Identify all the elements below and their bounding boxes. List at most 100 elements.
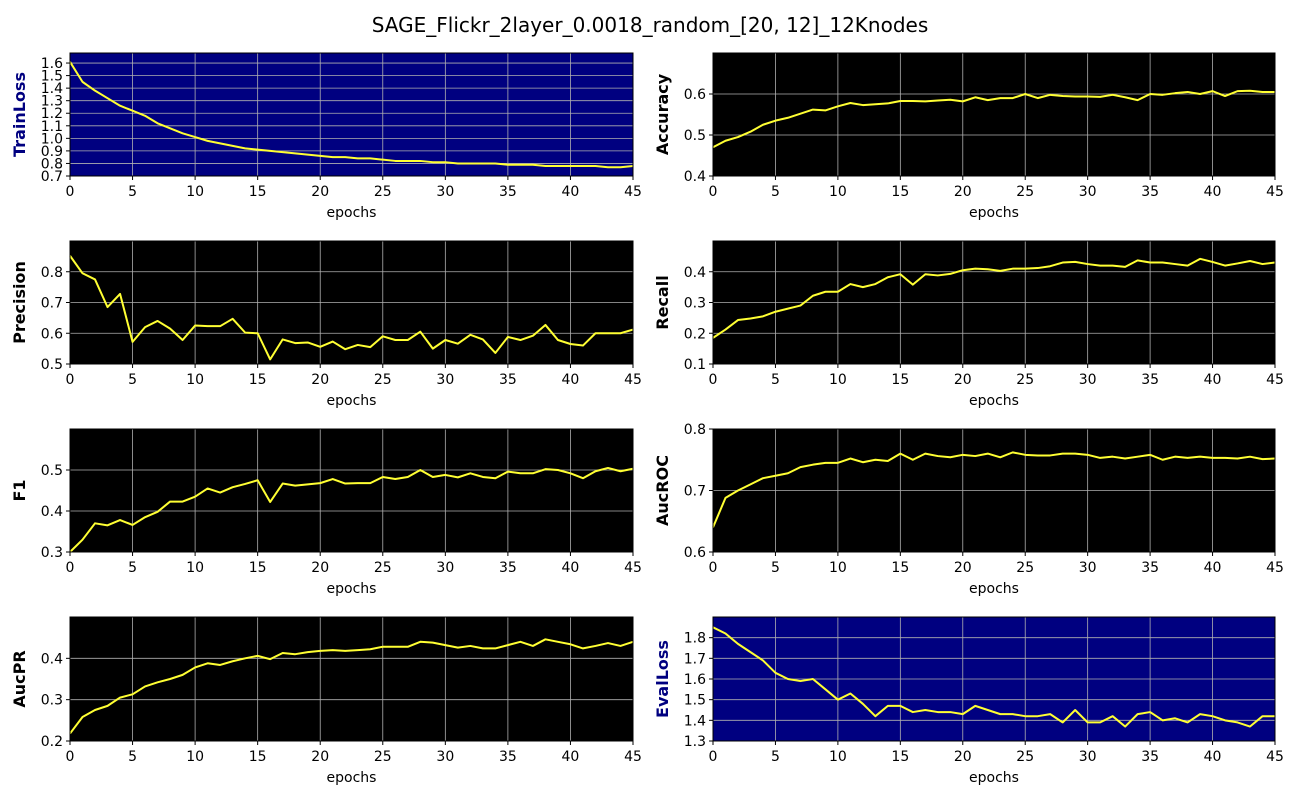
aucpr-xlabel: epochs bbox=[327, 770, 377, 786]
evalloss-xtick-label: 20 bbox=[954, 749, 972, 765]
accuracy-plot-area bbox=[713, 53, 1275, 176]
aucroc-xtick-label: 30 bbox=[1079, 560, 1097, 576]
subplot-aucpr: 0 5 10 15 20 25 30 35 40 45 0.2 0.3 0.4 epochs AucPR bbox=[10, 616, 642, 786]
accuracy-xtick-label: 0 bbox=[709, 184, 718, 200]
accuracy-xlabel: epochs bbox=[969, 205, 1019, 221]
aucroc-xtick-label: 5 bbox=[771, 560, 780, 576]
precision-ylabel: Precision bbox=[10, 261, 29, 344]
f1-ytick-label: 0.4 bbox=[41, 504, 63, 520]
f1-ylabel: F1 bbox=[10, 479, 29, 501]
aucroc-axes-frame bbox=[712, 428, 1276, 553]
evalloss-xtick-label: 35 bbox=[1141, 749, 1159, 765]
subplot-evalloss: 0 5 10 15 20 25 30 35 40 45 1.3 1.4 1.5 1.6 1.7 1.8 epoc… bbox=[653, 616, 1284, 786]
f1-xtick-label: 20 bbox=[311, 560, 329, 576]
recall-xtick-label: 40 bbox=[1204, 372, 1222, 388]
trainloss-xtick-label: 10 bbox=[186, 184, 204, 200]
aucroc-ytick-label: 0.8 bbox=[684, 422, 706, 438]
trainloss-xlabel: epochs bbox=[327, 205, 377, 221]
subplot-recall: 0 5 10 15 20 25 30 35 40 45 0.1 0.2 0.3 0.4 epochs Reca… bbox=[653, 240, 1284, 409]
accuracy-xtick-label: 20 bbox=[954, 184, 972, 200]
f1-xtick-label: 25 bbox=[374, 560, 392, 576]
aucpr-xtick-label: 25 bbox=[374, 749, 392, 765]
aucroc-xtick-label: 15 bbox=[891, 560, 909, 576]
trainloss-xtick-label: 25 bbox=[374, 184, 392, 200]
accuracy-xtick-label: 10 bbox=[829, 184, 847, 200]
trainloss-ytick-label: 0.9 bbox=[41, 144, 63, 160]
precision-xtick-label: 45 bbox=[624, 372, 642, 388]
aucpr-plot-area bbox=[70, 617, 633, 741]
precision-ytick-label: 0.5 bbox=[41, 357, 63, 373]
aucpr-ytick-label: 0.2 bbox=[41, 734, 63, 750]
aucroc-xlabel: epochs bbox=[969, 581, 1019, 597]
trainloss-xtick-label: 20 bbox=[311, 184, 329, 200]
aucroc-xtick-label: 20 bbox=[954, 560, 972, 576]
recall-xtick-label: 0 bbox=[709, 372, 718, 388]
f1-xtick-label: 45 bbox=[624, 560, 642, 576]
trainloss-plot-area bbox=[70, 53, 633, 176]
f1-xtick-label: 15 bbox=[249, 560, 267, 576]
aucpr-axes-frame bbox=[69, 616, 634, 742]
recall-xtick-label: 15 bbox=[891, 372, 909, 388]
accuracy-xtick-label: 45 bbox=[1266, 184, 1284, 200]
aucroc-series-line bbox=[712, 451, 1276, 528]
evalloss-ytick-label: 1.4 bbox=[684, 713, 706, 729]
recall-xtick-label: 25 bbox=[1016, 372, 1034, 388]
f1-ytick-label: 0.5 bbox=[41, 463, 63, 479]
f1-axes-frame bbox=[69, 428, 634, 553]
evalloss-xtick-label: 40 bbox=[1204, 749, 1222, 765]
accuracy-ylabel: Accuracy bbox=[653, 73, 672, 155]
accuracy-xtick-label: 40 bbox=[1204, 184, 1222, 200]
subplot-f1: 0 5 10 15 20 25 30 35 40 45 0.3 0.4 0.5 epochs F1 bbox=[10, 428, 642, 597]
aucroc-ytick-label: 0.6 bbox=[684, 545, 706, 561]
recall-ytick-label: 0.2 bbox=[684, 326, 706, 342]
recall-ytick-label: 0.1 bbox=[684, 357, 706, 373]
aucroc-xtick-label: 40 bbox=[1204, 560, 1222, 576]
trainloss-ytick-label: 1.2 bbox=[41, 106, 63, 122]
f1-xtick-label: 35 bbox=[499, 560, 517, 576]
evalloss-xtick-label: 5 bbox=[771, 749, 780, 765]
trainloss-xtick-label: 40 bbox=[562, 184, 580, 200]
aucpr-xtick-label: 5 bbox=[128, 749, 137, 765]
recall-ylabel: Recall bbox=[653, 275, 672, 329]
precision-series-line bbox=[69, 255, 634, 361]
accuracy-axes-frame bbox=[712, 52, 1276, 177]
precision-xlabel: epochs bbox=[327, 393, 377, 409]
subplot-precision: 0 5 10 15 20 25 30 35 40 45 0.5 0.6 0.7 0.8 epochs Prec… bbox=[10, 240, 642, 409]
aucroc-xtick-label: 0 bbox=[709, 560, 718, 576]
precision-ytick-label: 0.8 bbox=[41, 265, 63, 281]
trainloss-ytick-label: 1.3 bbox=[41, 94, 63, 110]
figure-title: SAGE_Flickr_2layer_0.0018_random_[20, 12… bbox=[372, 13, 929, 37]
precision-xtick-label: 30 bbox=[436, 372, 454, 388]
precision-ytick-label: 0.7 bbox=[41, 296, 63, 312]
trainloss-ytick-label: 0.8 bbox=[41, 156, 63, 172]
evalloss-ytick-label: 1.5 bbox=[684, 693, 706, 709]
recall-xlabel: epochs bbox=[969, 393, 1019, 409]
recall-ytick-label: 0.4 bbox=[684, 265, 706, 281]
aucpr-xtick-label: 35 bbox=[499, 749, 517, 765]
f1-xlabel: epochs bbox=[327, 581, 377, 597]
evalloss-ytick-label: 1.6 bbox=[684, 672, 706, 688]
recall-xtick-label: 45 bbox=[1266, 372, 1284, 388]
precision-xtick-label: 20 bbox=[311, 372, 329, 388]
evalloss-xtick-label: 0 bbox=[709, 749, 718, 765]
trainloss-ytick-label: 1.0 bbox=[41, 131, 63, 147]
trainloss-ytick-label: 0.7 bbox=[41, 169, 63, 185]
evalloss-xtick-label: 45 bbox=[1266, 749, 1284, 765]
accuracy-xtick-label: 30 bbox=[1079, 184, 1097, 200]
evalloss-xtick-label: 10 bbox=[829, 749, 847, 765]
precision-xtick-label: 0 bbox=[66, 372, 75, 388]
precision-xtick-label: 25 bbox=[374, 372, 392, 388]
aucpr-ylabel: AucPR bbox=[10, 650, 29, 707]
aucroc-ylabel: AucROC bbox=[653, 455, 672, 526]
trainloss-ytick-label: 1.1 bbox=[41, 119, 63, 135]
subplot-aucroc: 0 5 10 15 20 25 30 35 40 45 0.6 0.7 0.8 epochs AucROC bbox=[653, 422, 1284, 597]
trainloss-xtick-label: 35 bbox=[499, 184, 517, 200]
aucpr-xtick-label: 40 bbox=[562, 749, 580, 765]
aucpr-xtick-label: 45 bbox=[624, 749, 642, 765]
precision-axes-frame bbox=[69, 240, 634, 365]
f1-xtick-label: 30 bbox=[436, 560, 454, 576]
trainloss-ytick-label: 1.6 bbox=[41, 56, 63, 72]
evalloss-xtick-label: 25 bbox=[1016, 749, 1034, 765]
evalloss-ytick-label: 1.7 bbox=[684, 651, 706, 667]
